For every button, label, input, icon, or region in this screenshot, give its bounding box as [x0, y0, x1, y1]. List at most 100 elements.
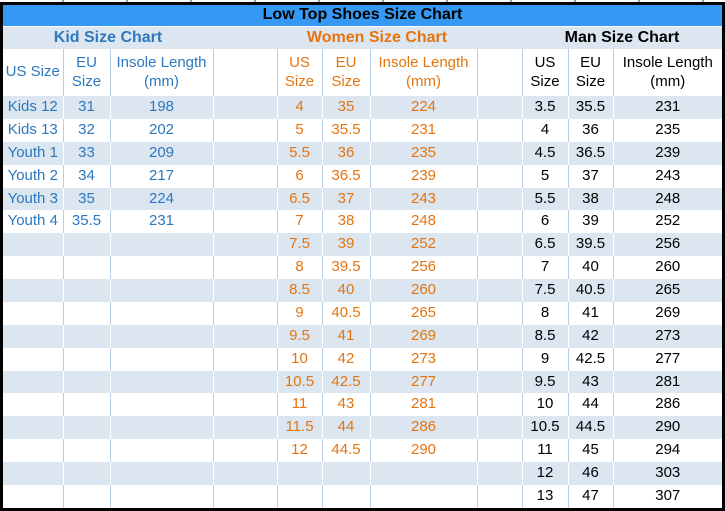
- women-eu-cell[interactable]: 36.5: [321, 164, 371, 188]
- women-eu-cell[interactable]: 35: [321, 96, 371, 119]
- spacer-cell[interactable]: [476, 187, 523, 211]
- spacer-cell[interactable]: [212, 393, 278, 417]
- kid-eu-cell[interactable]: [62, 416, 111, 440]
- man-us-cell[interactable]: 8: [521, 301, 569, 325]
- women-eu-cell[interactable]: 42: [321, 347, 371, 371]
- kid-us-cell[interactable]: Youth 2: [3, 164, 64, 188]
- spacer-cell[interactable]: [476, 141, 523, 165]
- kid-eu-cell[interactable]: [62, 256, 111, 279]
- kid-eu-cell[interactable]: 35.5: [62, 210, 111, 234]
- kid-insole-cell[interactable]: [109, 439, 214, 462]
- women-insole-cell[interactable]: 248: [369, 210, 478, 234]
- man-us-cell[interactable]: 5.5: [521, 187, 569, 211]
- women-us-cell[interactable]: 5: [276, 118, 323, 142]
- man-us-cell[interactable]: 5: [521, 164, 569, 188]
- kid-insole-cell[interactable]: [109, 233, 214, 257]
- women-insole-cell[interactable]: 224: [369, 96, 478, 119]
- spacer-cell[interactable]: [476, 279, 523, 302]
- women-us-cell[interactable]: 10: [276, 347, 323, 371]
- section-header-women[interactable]: Women Size Chart: [277, 26, 477, 49]
- kid-insole-cell[interactable]: [109, 393, 214, 417]
- kid-insole-cell[interactable]: [109, 370, 214, 394]
- man-eu-cell[interactable]: 44: [567, 393, 614, 417]
- women-us-cell[interactable]: 12: [276, 439, 323, 462]
- man-us-cell[interactable]: 10.5: [521, 416, 569, 440]
- man-insole-cell[interactable]: 303: [612, 462, 723, 485]
- women-insole-cell[interactable]: [369, 484, 478, 508]
- women-eu-cell[interactable]: 40: [321, 279, 371, 302]
- man-insole-cell[interactable]: 294: [612, 439, 723, 462]
- kid-us-cell[interactable]: [3, 416, 64, 440]
- kid-us-cell[interactable]: [3, 256, 64, 279]
- man-us-cell[interactable]: 4: [521, 118, 569, 142]
- spacer-cell[interactable]: [212, 324, 278, 348]
- spacer-cell[interactable]: [476, 118, 523, 142]
- kid-eu-cell[interactable]: [62, 462, 111, 485]
- man-us-cell[interactable]: 11: [521, 439, 569, 462]
- man-eu-cell[interactable]: 42.5: [567, 347, 614, 371]
- man-insole-cell[interactable]: 260: [612, 256, 723, 279]
- spacer-cell[interactable]: [212, 164, 278, 188]
- spacer-cell[interactable]: [476, 439, 523, 462]
- man-insole-cell[interactable]: 307: [612, 484, 723, 508]
- spacer-cell[interactable]: [212, 118, 278, 142]
- women-us-cell[interactable]: 9: [276, 301, 323, 325]
- man-us-cell[interactable]: 9.5: [521, 370, 569, 394]
- man-eu-cell[interactable]: 40.5: [567, 279, 614, 302]
- man-insole-cell[interactable]: 273: [612, 324, 723, 348]
- col-header-women-eu[interactable]: EU Size: [321, 49, 371, 96]
- kid-us-cell[interactable]: [3, 301, 64, 325]
- col-header-man-eu[interactable]: EU Size: [567, 49, 614, 96]
- kid-eu-cell[interactable]: [62, 439, 111, 462]
- spacer-cell[interactable]: [476, 370, 523, 394]
- kid-eu-cell[interactable]: 31: [62, 96, 111, 119]
- women-insole-cell[interactable]: 252: [369, 233, 478, 257]
- spacer-cell[interactable]: [212, 256, 278, 279]
- kid-us-cell[interactable]: [3, 370, 64, 394]
- women-eu-cell[interactable]: 41: [321, 324, 371, 348]
- women-us-cell[interactable]: 7: [276, 210, 323, 234]
- women-us-cell[interactable]: 11.5: [276, 416, 323, 440]
- man-eu-cell[interactable]: 39: [567, 210, 614, 234]
- spacer-cell[interactable]: [476, 416, 523, 440]
- women-us-cell[interactable]: 8: [276, 256, 323, 279]
- women-us-cell[interactable]: 8.5: [276, 279, 323, 302]
- women-insole-cell[interactable]: 290: [369, 439, 478, 462]
- women-insole-cell[interactable]: 265: [369, 301, 478, 325]
- spacer-cell[interactable]: [213, 26, 277, 49]
- man-eu-cell[interactable]: 40: [567, 256, 614, 279]
- spacer-cell[interactable]: [476, 233, 523, 257]
- women-us-cell[interactable]: [276, 462, 323, 485]
- women-eu-cell[interactable]: 36: [321, 141, 371, 165]
- spacer-cell[interactable]: [476, 49, 523, 96]
- col-header-man-insole[interactable]: Insole Length (mm): [612, 49, 723, 96]
- women-eu-cell[interactable]: 37: [321, 187, 371, 211]
- spacer-cell[interactable]: [476, 210, 523, 234]
- man-eu-cell[interactable]: 45: [567, 439, 614, 462]
- man-us-cell[interactable]: 9: [521, 347, 569, 371]
- man-eu-cell[interactable]: 43: [567, 370, 614, 394]
- spacer-cell[interactable]: [212, 233, 278, 257]
- women-insole-cell[interactable]: 256: [369, 256, 478, 279]
- man-eu-cell[interactable]: 38: [567, 187, 614, 211]
- man-insole-cell[interactable]: 286: [612, 393, 723, 417]
- kid-us-cell[interactable]: Kids 13: [3, 118, 64, 142]
- man-insole-cell[interactable]: 281: [612, 370, 723, 394]
- kid-eu-cell[interactable]: 32: [62, 118, 111, 142]
- spacer-cell[interactable]: [212, 370, 278, 394]
- man-us-cell[interactable]: 10: [521, 393, 569, 417]
- kid-us-cell[interactable]: Youth 3: [3, 187, 64, 211]
- spacer-cell[interactable]: [476, 347, 523, 371]
- kid-insole-cell[interactable]: 198: [109, 96, 214, 119]
- col-header-man-us[interactable]: US Size: [521, 49, 569, 96]
- man-us-cell[interactable]: 7: [521, 256, 569, 279]
- man-insole-cell[interactable]: 269: [612, 301, 723, 325]
- spacer-cell[interactable]: [212, 96, 278, 119]
- women-insole-cell[interactable]: 286: [369, 416, 478, 440]
- man-insole-cell[interactable]: 277: [612, 347, 723, 371]
- kid-insole-cell[interactable]: 202: [109, 118, 214, 142]
- man-insole-cell[interactable]: 256: [612, 233, 723, 257]
- women-eu-cell[interactable]: 39.5: [321, 256, 371, 279]
- spacer-cell[interactable]: [476, 301, 523, 325]
- man-eu-cell[interactable]: 46: [567, 462, 614, 485]
